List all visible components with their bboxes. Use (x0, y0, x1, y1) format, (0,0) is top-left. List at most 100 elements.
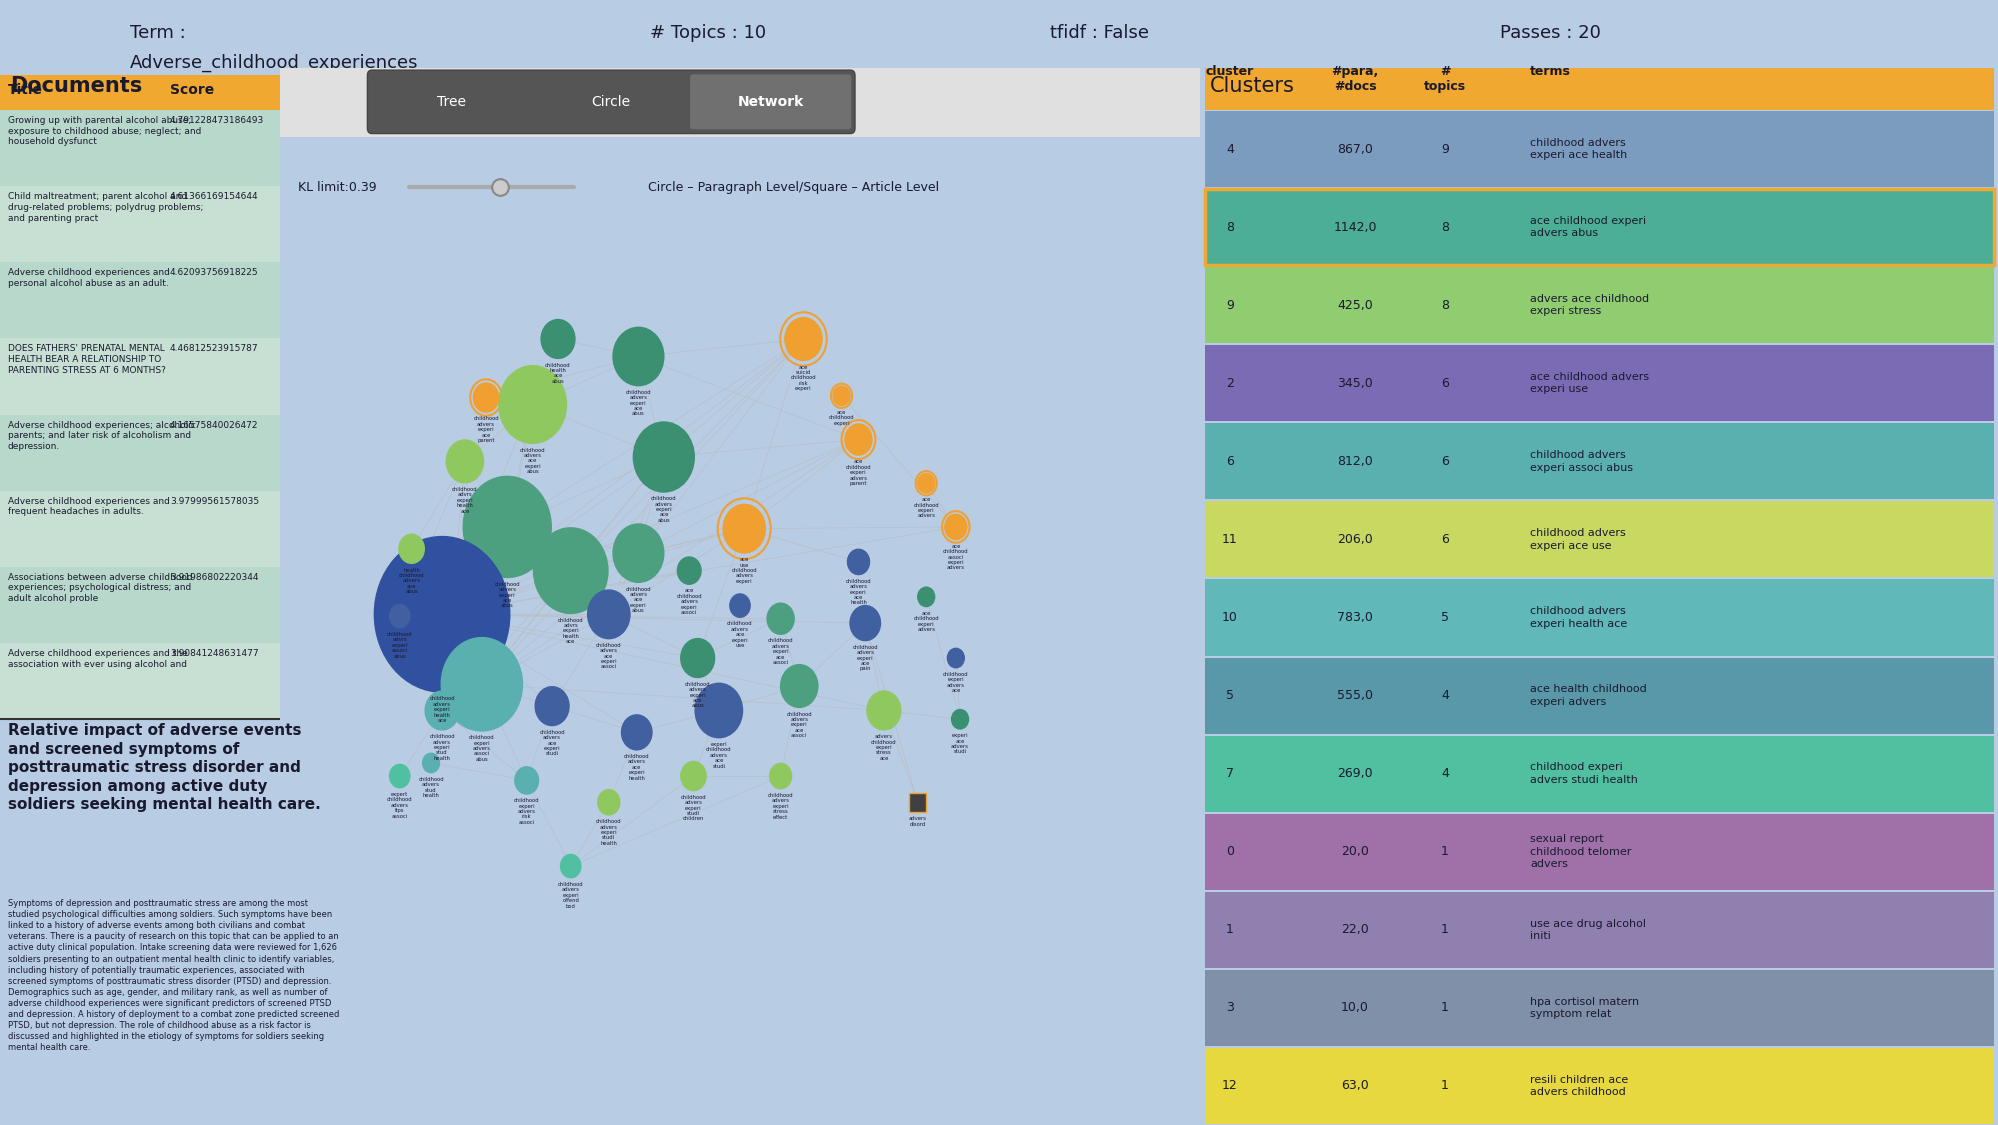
Circle shape (681, 639, 713, 677)
Text: 8: 8 (1225, 220, 1233, 234)
Circle shape (541, 319, 575, 359)
Bar (0, 414, 280, 490)
Circle shape (446, 440, 484, 483)
Text: ace
childhood
associ
experi
advers: ace childhood associ experi advers (943, 543, 969, 570)
Circle shape (917, 474, 935, 493)
Text: childhood
advers
ace
experi
use: childhood advers ace experi use (727, 621, 753, 648)
Circle shape (464, 476, 551, 577)
Bar (0, 186, 280, 262)
Text: tfidf : False: tfidf : False (1049, 24, 1149, 42)
Text: childhood
advers
experi
stress
effect: childhood advers experi stress effect (767, 793, 793, 819)
Text: 9: 9 (1225, 299, 1233, 312)
Text: childhood advers
experi ace health: childhood advers experi ace health (1528, 138, 1626, 160)
Text: 3.90841248631477: 3.90841248631477 (170, 649, 258, 658)
FancyBboxPatch shape (368, 70, 855, 134)
FancyBboxPatch shape (689, 74, 851, 129)
Text: advers
childhood
experi
stress
ace: advers childhood experi stress ace (871, 735, 897, 760)
Text: 9: 9 (1441, 143, 1449, 155)
Text: 1142,0: 1142,0 (1333, 220, 1377, 234)
Circle shape (849, 605, 879, 640)
Text: 22,0: 22,0 (1341, 924, 1369, 936)
Circle shape (559, 854, 581, 878)
Text: childhood
advers
experi
ace
parent: childhood advers experi ace parent (474, 416, 500, 443)
Text: childhood advers
experi associ abus: childhood advers experi associ abus (1528, 450, 1632, 472)
Text: use ace drug alcohol
initi: use ace drug alcohol initi (1528, 919, 1644, 940)
Text: 5: 5 (1441, 611, 1449, 624)
Text: 12: 12 (1221, 1080, 1237, 1092)
Circle shape (785, 317, 821, 360)
Text: childhood
advers
experi
ace
associ: childhood advers experi ace associ (785, 712, 811, 738)
Circle shape (422, 754, 440, 773)
Circle shape (374, 537, 509, 692)
Text: childhood
advers
experi
stud
health: childhood advers experi stud health (430, 735, 456, 760)
Text: 555,0: 555,0 (1337, 690, 1373, 702)
Text: Symptoms of depression and posttraumatic stress are among the most
studied psych: Symptoms of depression and posttraumatic… (8, 899, 340, 1052)
Text: Circle – Paragraph Level/Square – Article Level: Circle – Paragraph Level/Square – Articl… (647, 181, 939, 193)
Text: 4.46812523915787: 4.46812523915787 (170, 344, 258, 353)
Circle shape (867, 691, 901, 730)
Circle shape (769, 764, 791, 789)
Text: 3.91986802220344: 3.91986802220344 (170, 573, 258, 582)
Text: 1: 1 (1441, 924, 1449, 936)
Text: expert
childhood
advers
fips
associ: expert childhood advers fips associ (388, 792, 412, 819)
Circle shape (945, 514, 967, 540)
Text: 6: 6 (1225, 455, 1233, 468)
Bar (1205, 736, 1992, 812)
Text: childhood
advers
ace
experi
abus: childhood advers ace experi abus (625, 586, 651, 613)
Circle shape (390, 604, 410, 628)
Text: cluster: cluster (1205, 65, 1253, 78)
Text: childhood
advrs
experi
health
ace: childhood advrs experi health ace (557, 618, 583, 645)
Text: 1: 1 (1441, 1001, 1449, 1015)
Text: childhood experi
advers studi health: childhood experi advers studi health (1528, 763, 1636, 785)
Circle shape (390, 764, 410, 787)
Text: childhood
advers
experi
health
ace: childhood advers experi health ace (430, 696, 456, 723)
Text: #para,
#docs: #para, #docs (1331, 65, 1379, 93)
Circle shape (833, 386, 849, 405)
Circle shape (587, 590, 629, 639)
Bar (1205, 111, 1992, 187)
Circle shape (535, 686, 569, 726)
Text: ace
childhood
advers
experi
associ: ace childhood advers experi associ (675, 588, 701, 615)
Text: childhood
advers
experi
ace
abus: childhood advers experi ace abus (685, 682, 709, 709)
Text: Title: Title (8, 83, 44, 97)
Bar (1205, 502, 1992, 577)
Bar (0, 339, 280, 414)
Text: childhood
advers
ace
experi
abus: childhood advers ace experi abus (519, 448, 545, 475)
Circle shape (474, 382, 500, 412)
Text: experi
childhood
advers
ace
studi: experi childhood advers ace studi (705, 742, 731, 768)
Text: childhood
experi
advers
associ
abus: childhood experi advers associ abus (470, 735, 494, 762)
Bar (1205, 189, 1992, 266)
Text: 1: 1 (1441, 1080, 1449, 1092)
Bar (0, 75, 280, 110)
Bar (1205, 267, 1992, 343)
Text: 6: 6 (1441, 455, 1449, 468)
Text: 63,0: 63,0 (1341, 1080, 1369, 1092)
Text: ace
use
childhood
advers
experi: ace use childhood advers experi (731, 557, 757, 584)
Text: childhood
advers
experi
studi
children: childhood advers experi studi children (679, 795, 705, 821)
Text: terms: terms (1528, 65, 1570, 78)
Circle shape (767, 603, 793, 634)
Text: childhood
advers
experi
ace
abus: childhood advers experi ace abus (494, 582, 519, 609)
Text: 345,0: 345,0 (1337, 377, 1373, 389)
Circle shape (597, 790, 619, 814)
Text: 1: 1 (1441, 845, 1449, 858)
Text: childhood
advers
experi
ace
pain: childhood advers experi ace pain (851, 645, 877, 672)
Text: childhood advers
experi ace use: childhood advers experi ace use (1528, 529, 1624, 550)
Circle shape (951, 710, 969, 729)
Text: 4.16575840026472: 4.16575840026472 (170, 421, 258, 430)
Circle shape (533, 528, 607, 613)
Circle shape (633, 422, 693, 492)
FancyBboxPatch shape (909, 792, 925, 812)
Bar (1205, 345, 1992, 421)
Circle shape (400, 534, 424, 564)
Text: Adverse childhood experiences and
personal alcohol abuse as an adult.: Adverse childhood experiences and person… (8, 268, 170, 288)
Circle shape (677, 557, 701, 584)
Text: childhood
advrs
experi
health
ace: childhood advrs experi health ace (452, 487, 478, 514)
Text: childhood
advers
experi
studi
health: childhood advers experi studi health (595, 819, 621, 846)
Text: sexual report
childhood telomer
advers: sexual report childhood telomer advers (1528, 835, 1630, 870)
Text: # Topics : 10: # Topics : 10 (649, 24, 765, 42)
Text: childhood
advers
stud
health: childhood advers stud health (418, 777, 444, 798)
Text: 11: 11 (1221, 533, 1237, 546)
Text: ace
childhood
experi: ace childhood experi (829, 410, 853, 425)
Text: childhood
advrs
experi
associ
abus: childhood advrs experi associ abus (388, 632, 412, 658)
